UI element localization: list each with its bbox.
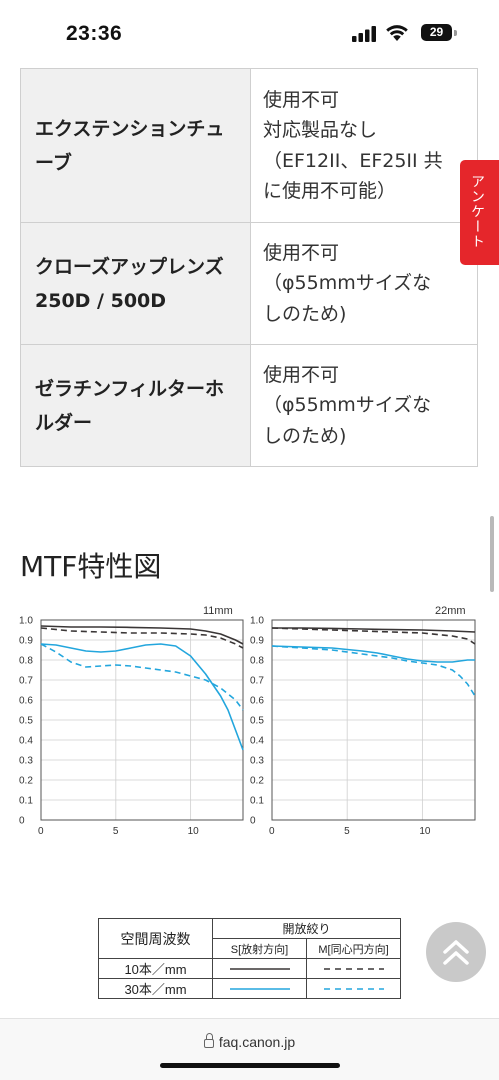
y-tick-label: 0.5 (19, 716, 33, 727)
y-tick-label: 0.2 (250, 776, 264, 787)
mtf-chart: 0 0.1 0.2 0.3 0.4 0.5 0.6 0.7 0.8 0.9 1.0 0 5 10 11mm 0… (19, 605, 476, 837)
y-tick-label: 1.0 (19, 616, 33, 627)
accessory-name: クローズアップレンズ 250D / 500D (20, 222, 251, 345)
accessory-value: 使用不可 対応製品なし （EF12II、EF25II 共 に使用不可能） (250, 68, 478, 223)
value-line: しのため) (263, 302, 347, 325)
legend-row-label: 10本／mm (98, 958, 213, 979)
mtf-legend: 空間周波数 開放絞り S[放射方向] M[同心円方向] 10本／mm 30本／m… (98, 918, 401, 999)
x-tick-label: 0 (38, 826, 44, 837)
cellular-signal-icon (352, 26, 376, 42)
series-line (40, 627, 244, 649)
legend-row-label: 30本／mm (98, 978, 213, 999)
legend-dashed-dark-line (323, 968, 384, 971)
series-line (272, 627, 476, 633)
battery-icon: 29 (421, 24, 452, 41)
y-tick-label: 0 (250, 816, 256, 827)
chart-frame (40, 619, 244, 821)
legend-m-header: M[同心円方向] (306, 938, 401, 959)
y-tick-label: 0.8 (19, 656, 33, 667)
x-tick-label: 5 (344, 826, 350, 837)
legend-solid-dark-line (229, 968, 290, 971)
y-tick-label: 0.4 (19, 736, 33, 747)
legend-spatial-freq-header: 空間周波数 (98, 918, 213, 959)
y-tick-label: 0.1 (19, 796, 33, 807)
y-tick-label: 0.8 (250, 656, 264, 667)
survey-side-tab[interactable]: アンケート (460, 160, 499, 265)
legend-s-header: S[放射方向] (212, 938, 307, 959)
accessory-name: エクステンションチューブ (20, 68, 251, 223)
wifi-icon (386, 25, 408, 41)
series-line (271, 627, 476, 645)
table-row: クローズアップレンズ 250D / 500D 使用不可 （φ55mmサイズな し… (20, 222, 478, 345)
y-tick-label: 0 (19, 816, 25, 827)
legend-sample-cell (212, 958, 307, 979)
legend-row: 10本／mm (98, 958, 401, 979)
y-tick-label: 0.1 (250, 796, 264, 807)
value-line: に使用不可能） (263, 180, 397, 202)
value-line: （φ55mmサイズな (263, 272, 432, 295)
value-line: 使用不可 (263, 363, 340, 386)
legend-header-row: 空間周波数 開放絞り (98, 918, 401, 959)
legend-solid-blue-line (229, 988, 290, 991)
legend-dashed-blue-line (323, 988, 384, 991)
y-tick-label: 0.3 (19, 756, 33, 767)
value-line: しのため) (263, 424, 347, 447)
scroll-to-top-button[interactable] (426, 922, 486, 982)
legend-sample-cell (212, 978, 307, 999)
accessory-value: 使用不可 （φ55mmサイズな しのため) (250, 222, 478, 345)
value-line: （φ55mmサイズな (263, 394, 432, 417)
status-time: 23:36 (66, 22, 123, 45)
y-tick-label: 0.7 (19, 676, 33, 687)
chart-title: 22mm (435, 605, 466, 617)
x-tick-label: 10 (188, 826, 200, 837)
battery-level: 29 (429, 25, 444, 39)
address-display[interactable]: faq.canon.jp (0, 1033, 499, 1050)
y-tick-label: 1.0 (250, 616, 264, 627)
value-line: 対応製品なし (263, 119, 378, 141)
y-tick-label: 0.9 (19, 636, 33, 647)
y-tick-label: 0.3 (250, 756, 264, 767)
battery-cap (454, 30, 457, 36)
lock-icon (203, 1033, 214, 1048)
chart-title: 11mm (203, 605, 233, 617)
legend-row: 30本／mm (98, 978, 401, 999)
x-tick-label: 10 (419, 826, 431, 837)
status-bar: 23:36 29 (0, 0, 499, 64)
y-tick-label: 0.6 (250, 696, 264, 707)
y-tick-label: 0.7 (250, 676, 264, 687)
legend-sample-cell (306, 978, 401, 999)
double-chevron-up-icon (443, 940, 469, 965)
chart-frame (271, 619, 476, 821)
accessory-name: ゼラチンフィルターホルダー (20, 344, 251, 467)
series-line (271, 645, 476, 697)
legend-aperture-header: 開放絞り (212, 918, 401, 939)
y-tick-label: 0.9 (250, 636, 264, 647)
series-line (40, 643, 244, 711)
table-row: エクステンションチューブ 使用不可 対応製品なし （EF12II、EF25II … (20, 68, 478, 223)
browser-address-bar[interactable]: faq.canon.jp (0, 1018, 499, 1080)
x-tick-label: 5 (113, 826, 119, 837)
x-tick-label: 0 (269, 826, 275, 837)
value-line: （EF12II、EF25II 共 (263, 149, 443, 172)
value-line: 使用不可 (263, 241, 340, 264)
survey-tab-label: アンケート (469, 174, 485, 249)
y-tick-label: 0.4 (250, 736, 264, 747)
address-url: faq.canon.jp (218, 1034, 296, 1050)
legend-sample-cell (306, 958, 401, 979)
section-title: MTF特性図 (20, 550, 162, 583)
home-indicator (160, 1063, 340, 1068)
table-row: ゼラチンフィルターホルダー 使用不可 （φ55mmサイズな しのため) (20, 344, 478, 467)
accessory-compat-table: エクステンションチューブ 使用不可 対応製品なし （EF12II、EF25II … (20, 68, 478, 467)
value-line: 使用不可 (263, 88, 340, 111)
y-tick-label: 0.5 (250, 716, 264, 727)
series-line (40, 643, 244, 751)
y-tick-label: 0.6 (19, 696, 33, 707)
scroll-indicator[interactable] (490, 516, 494, 592)
series-line (40, 625, 244, 645)
y-tick-label: 0.2 (19, 776, 33, 787)
accessory-value: 使用不可 （φ55mmサイズな しのため) (250, 344, 478, 467)
series-line (271, 645, 475, 663)
